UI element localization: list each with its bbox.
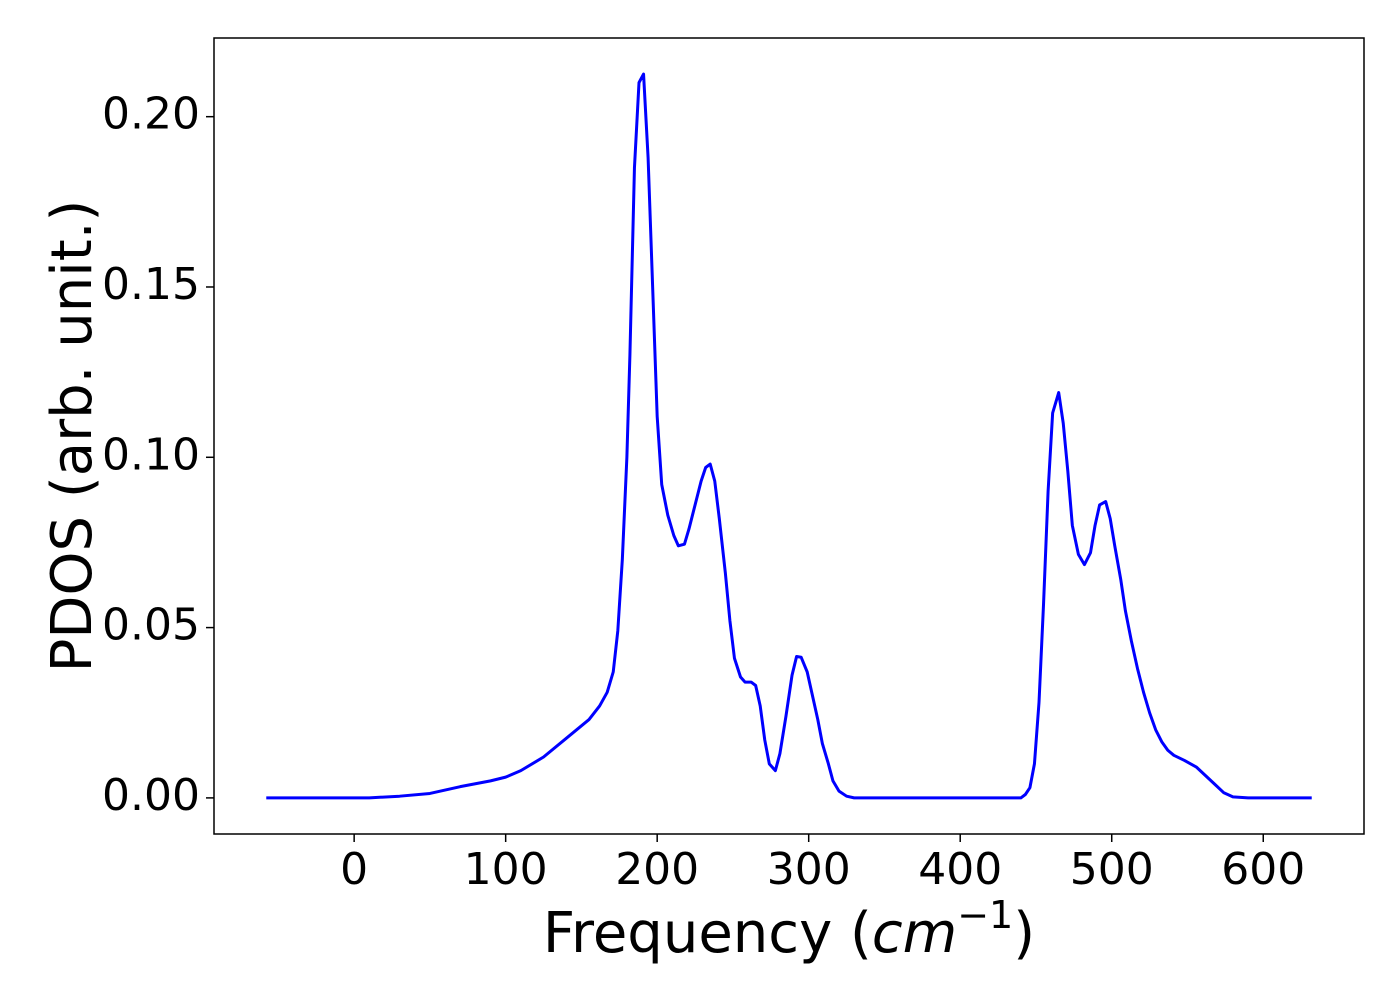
- x-tick-label: 100: [464, 844, 548, 895]
- x-axis-label: Frequency (cm−1): [543, 893, 1035, 966]
- x-tick-label: 200: [615, 844, 699, 895]
- line: [266, 72, 1312, 800]
- x-tick-label: 400: [918, 844, 1002, 895]
- x-label-unit: cm: [872, 901, 957, 966]
- y-axis-label: PDOS (arb. unit.): [40, 200, 105, 673]
- y-tick-label: 0.10: [102, 429, 200, 480]
- y-tick-label: 0.05: [102, 600, 200, 651]
- y-tick-label: 0.15: [102, 259, 200, 310]
- y-tick-label: 0.00: [102, 770, 200, 821]
- x-label-suffix: ): [1013, 901, 1035, 966]
- x-tick-label: 0: [340, 844, 368, 895]
- plot-frame: [213, 37, 1365, 835]
- x-label-exponent: −1: [957, 893, 1013, 937]
- x-tick-label: 500: [1070, 844, 1154, 895]
- y-tick-label: 0.20: [102, 89, 200, 140]
- x-tick-label: 600: [1221, 844, 1305, 895]
- x-tick-label: 300: [767, 844, 851, 895]
- x-label-prefix: Frequency (: [543, 901, 872, 966]
